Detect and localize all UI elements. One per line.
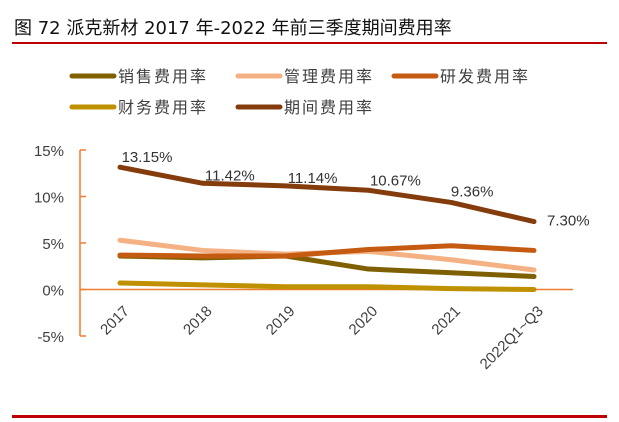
series-group xyxy=(117,164,537,292)
data-label: 13.15% xyxy=(122,149,173,166)
x-tick-label: 2017 xyxy=(97,303,133,339)
series-line-4 xyxy=(117,164,537,225)
y-tick-label: -5% xyxy=(37,329,64,346)
series-line-2 xyxy=(117,243,537,259)
legend-item: 期间费用率 xyxy=(235,98,374,117)
x-tick-label: 2018 xyxy=(180,303,216,339)
series-line-0 xyxy=(117,253,537,279)
x-axis: 2017 2018 2019 2020 2021 2022Q1~Q3 xyxy=(80,288,573,373)
figure-title: 图 72 派克新材 2017 年-2022 年前三季度期间费用率 xyxy=(14,18,452,39)
legend-item: 管理费用率 xyxy=(235,67,374,86)
bottom-divider xyxy=(12,415,607,418)
series-line-3 xyxy=(117,280,537,292)
y-axis: 15% 10% 5% 0% -5% xyxy=(34,143,86,346)
data-label: 9.36% xyxy=(451,183,494,200)
legend-item: 研发费用率 xyxy=(391,67,530,86)
y-tick-label: 15% xyxy=(34,143,64,160)
legend-label: 管理费用率 xyxy=(284,67,374,86)
legend-item: 财务费用率 xyxy=(69,98,208,117)
x-tick-label: 2022Q1~Q3 xyxy=(477,303,547,373)
data-label: 7.30% xyxy=(547,213,590,230)
legend-label: 研发费用率 xyxy=(440,67,530,86)
x-tick-label: 2020 xyxy=(346,303,382,339)
data-labels: 13.15% 11.42% 11.14% 10.67% 9.36% 7.30% xyxy=(122,149,590,229)
title-divider xyxy=(12,42,607,44)
data-label: 11.14% xyxy=(288,170,338,187)
data-label: 10.67% xyxy=(370,172,421,189)
legend-label: 销售费用率 xyxy=(118,67,208,86)
y-tick-label: 10% xyxy=(34,190,64,207)
legend-item: 销售费用率 xyxy=(69,67,208,86)
x-tick-label: 2019 xyxy=(263,303,299,339)
y-tick-label: 0% xyxy=(42,283,64,300)
data-label: 11.42% xyxy=(205,167,255,184)
legend-label: 期间费用率 xyxy=(284,98,374,117)
legend-label: 财务费用率 xyxy=(118,98,208,117)
x-tick-label: 2021 xyxy=(428,303,464,339)
y-tick-label: 5% xyxy=(42,236,64,253)
